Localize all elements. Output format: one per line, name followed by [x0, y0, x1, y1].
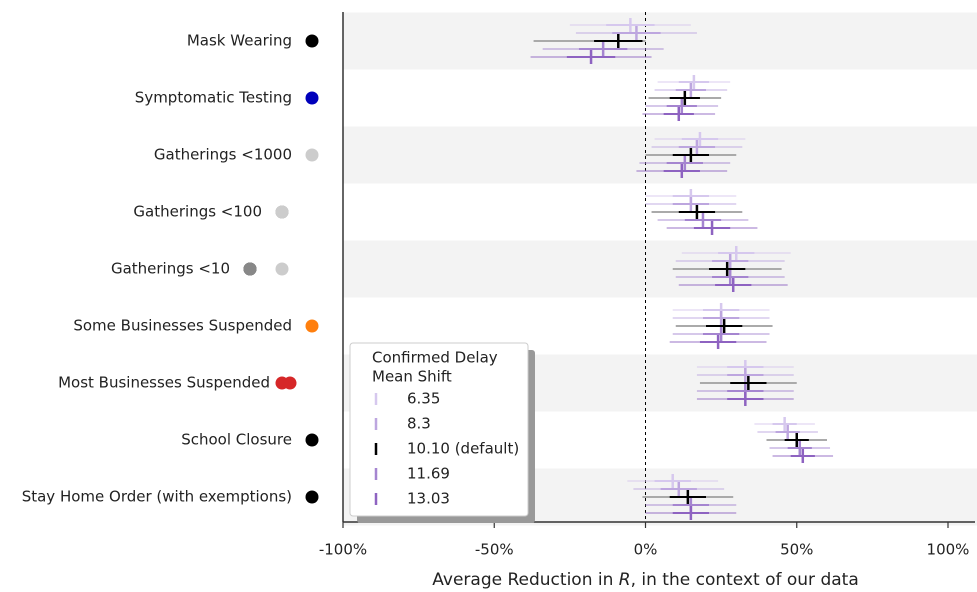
x-label-part: , in the context of our data [631, 570, 859, 590]
x-tick-label: 50% [780, 541, 813, 559]
x-tick-label: -100% [319, 541, 367, 559]
category-label: Gatherings <100 [133, 203, 262, 221]
category-icon [305, 319, 319, 333]
category-icon [305, 490, 319, 504]
category-icon [305, 34, 319, 48]
category-label: Symptomatic Testing [135, 89, 292, 107]
legend-label: 6.35 [407, 390, 440, 408]
category-label: Stay Home Order (with exemptions) [22, 488, 292, 506]
category-icon [275, 262, 289, 276]
legend-label: 13.03 [407, 490, 450, 508]
category-icon [305, 148, 319, 162]
x-tick-label: 0% [634, 541, 658, 559]
x-axis-label: Average Reduction in R, in the context o… [432, 570, 858, 590]
category-icon [243, 262, 257, 276]
category-label: Gatherings <10 [111, 260, 230, 278]
category-label: Some Businesses Suspended [73, 317, 292, 335]
category-icon [305, 433, 319, 447]
legend-label: 11.69 [407, 465, 450, 483]
row-band [343, 240, 977, 298]
category-icon [305, 91, 319, 105]
x-tick-label: -50% [475, 541, 514, 559]
x-label-part: Average Reduction in [432, 570, 619, 590]
category-icon [275, 376, 289, 390]
legend-label: 10.10 (default) [407, 440, 519, 458]
x-label-part: R [619, 570, 631, 590]
category-label: Gatherings <1000 [154, 146, 292, 164]
legend-title: Confirmed Delay [372, 349, 498, 367]
category-label: School Closure [181, 431, 292, 449]
x-tick-label: 100% [927, 541, 970, 559]
legend-title: Mean Shift [372, 368, 452, 386]
legend [349, 342, 529, 517]
legend-label: 8.3 [407, 415, 431, 433]
category-icon [275, 205, 289, 219]
category-label: Mask Wearing [187, 32, 292, 50]
category-label: Most Businesses Suspended [58, 374, 270, 392]
row-band [343, 12, 977, 70]
